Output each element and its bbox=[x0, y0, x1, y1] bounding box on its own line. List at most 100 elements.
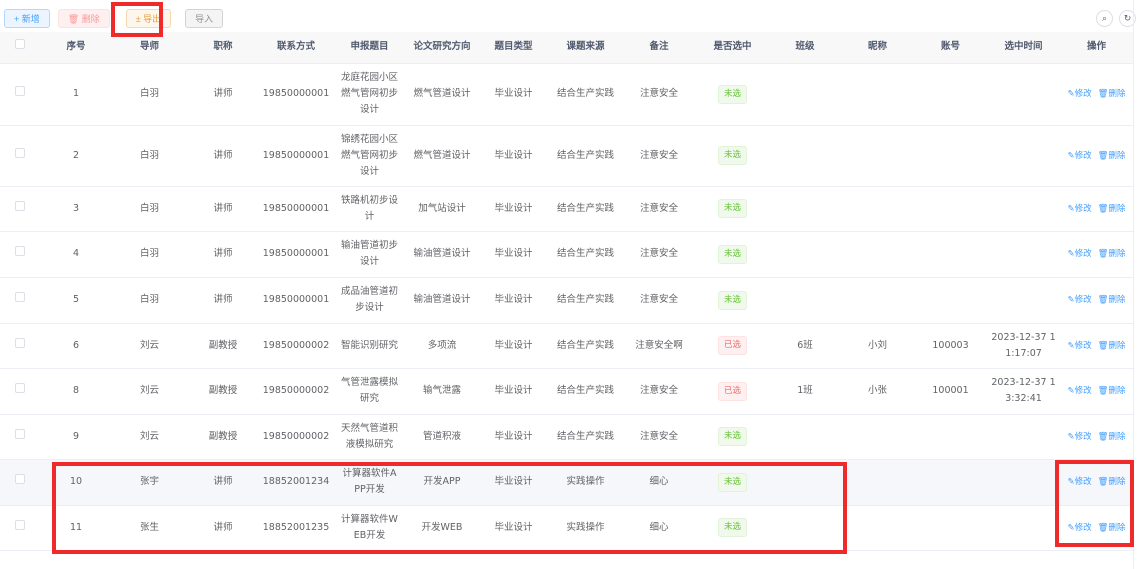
import-button[interactable]: 导入 bbox=[185, 9, 224, 28]
column-header: 论文研究方向 bbox=[406, 32, 478, 64]
status-badge: 未选 bbox=[717, 244, 747, 264]
delete-link[interactable]: 🗑删除 bbox=[1097, 340, 1126, 351]
cell: 18852001234 bbox=[259, 459, 333, 506]
cell bbox=[987, 125, 1060, 187]
cell: 刘云 bbox=[112, 368, 187, 415]
delete-button[interactable]: 🗑 删除 bbox=[57, 9, 110, 28]
table-row: 6 刘云 副教授 19850000002 智能识别研究 多项流 毕业设计 结合生产实践 注意安全… bbox=[0, 323, 1133, 369]
edit-link[interactable]: ✎修改 bbox=[1067, 386, 1092, 396]
row-checkbox[interactable] bbox=[0, 186, 40, 232]
refresh-icon[interactable]: ↻ bbox=[1119, 10, 1136, 27]
row-checkbox[interactable] bbox=[0, 231, 40, 278]
cell: 毕业设计 bbox=[478, 231, 549, 278]
status-badge: 未选 bbox=[717, 290, 747, 310]
column-header: 职称 bbox=[187, 32, 259, 64]
row-checkbox[interactable] bbox=[0, 505, 40, 551]
cell: 11 bbox=[40, 505, 112, 551]
cell: 9 bbox=[40, 414, 112, 460]
cell bbox=[841, 231, 914, 278]
cell: 白羽 bbox=[112, 231, 187, 278]
select-all-checkbox[interactable] bbox=[0, 32, 40, 64]
cell: 结合生产实践 bbox=[549, 63, 622, 126]
delete-link[interactable]: 🗑删除 bbox=[1097, 386, 1126, 396]
column-header: 昵称 bbox=[841, 32, 914, 64]
delete-link[interactable]: 🗑删除 bbox=[1097, 522, 1126, 533]
edit-link[interactable]: ✎修改 bbox=[1067, 203, 1092, 214]
column-header: 备注 bbox=[622, 32, 696, 64]
delete-link[interactable]: 🗑删除 bbox=[1097, 150, 1126, 161]
cell: 毕业设计 bbox=[478, 277, 549, 324]
column-header: 申报题目 bbox=[333, 32, 406, 64]
cell: 天然气管道积液模拟研究 bbox=[333, 414, 406, 460]
cell bbox=[987, 459, 1060, 506]
cell: 毕业设计 bbox=[478, 323, 549, 369]
cell: 加气站设计 bbox=[406, 186, 478, 232]
delete-link[interactable]: 🗑删除 bbox=[1097, 89, 1126, 99]
cell: 1班 bbox=[769, 368, 841, 415]
cell bbox=[914, 459, 987, 506]
data-table: 序号 导师 职称 联系方式 申报题目 论文研究方向 题目类型 课题来源 备注 是否选中 班级 昵称 账号… bbox=[0, 32, 1133, 551]
add-button[interactable]: + 新增 bbox=[4, 9, 50, 28]
cell: 白羽 bbox=[112, 277, 187, 324]
delete-link[interactable]: 🗑删除 bbox=[1097, 249, 1126, 259]
edit-link[interactable]: ✎修改 bbox=[1067, 295, 1092, 305]
edit-link[interactable]: ✎修改 bbox=[1067, 431, 1092, 442]
cell: 100001 bbox=[914, 368, 987, 415]
export-button[interactable]: ± 导出 bbox=[125, 9, 172, 28]
delete-link[interactable]: 🗑删除 bbox=[1097, 431, 1126, 442]
column-header: 班级 bbox=[769, 32, 841, 64]
row-checkbox[interactable] bbox=[0, 459, 40, 506]
search-icon[interactable]: ⌕ bbox=[1096, 10, 1113, 27]
cell: 毕业设计 bbox=[478, 459, 549, 506]
edit-link[interactable]: ✎修改 bbox=[1067, 340, 1092, 351]
table-row: 10 张宇 讲师 18852001234 计算器软件APP开发 开发APP 毕业设计 实践操作… bbox=[0, 459, 1133, 506]
row-checkbox[interactable] bbox=[0, 125, 40, 187]
cell: 结合生产实践 bbox=[549, 414, 622, 460]
cell: 副教授 bbox=[187, 414, 259, 460]
edit-link[interactable]: ✎修改 bbox=[1067, 89, 1092, 99]
table-right-border bbox=[1133, 0, 1134, 569]
cell: 注意安全 bbox=[622, 125, 696, 187]
row-checkbox[interactable] bbox=[0, 323, 40, 369]
status-badge: 未选 bbox=[717, 427, 747, 446]
column-header: 导师 bbox=[112, 32, 187, 64]
cell: 讲师 bbox=[187, 231, 259, 278]
cell: 张宇 bbox=[112, 459, 187, 506]
row-checkbox[interactable] bbox=[0, 63, 40, 126]
edit-link[interactable]: ✎修改 bbox=[1067, 150, 1092, 161]
cell: 白羽 bbox=[112, 63, 187, 126]
cell: 6班 bbox=[769, 323, 841, 369]
cell: 注意安全 bbox=[622, 63, 696, 126]
edit-link[interactable]: ✎修改 bbox=[1067, 477, 1092, 487]
cell: 1 bbox=[40, 63, 112, 126]
edit-link[interactable]: ✎修改 bbox=[1067, 249, 1092, 259]
cell bbox=[769, 63, 841, 126]
cell: 毕业设计 bbox=[478, 63, 549, 126]
delete-link[interactable]: 🗑删除 bbox=[1097, 203, 1126, 214]
cell: 讲师 bbox=[187, 459, 259, 506]
cell: 讲师 bbox=[187, 505, 259, 551]
row-checkbox[interactable] bbox=[0, 414, 40, 460]
cell: 计算器软件WEB开发 bbox=[333, 505, 406, 551]
cell: 讲师 bbox=[187, 63, 259, 126]
delete-link[interactable]: 🗑删除 bbox=[1097, 477, 1126, 487]
edit-link[interactable]: ✎修改 bbox=[1067, 522, 1092, 533]
cell: 注意安全 bbox=[622, 368, 696, 415]
cell: 气管泄露模拟研究 bbox=[333, 368, 406, 415]
cell: 毕业设计 bbox=[478, 125, 549, 187]
column-header: 操作 bbox=[1060, 32, 1133, 64]
cell: 讲师 bbox=[187, 186, 259, 232]
cell: 龙庭花园小区燃气管网初步设计 bbox=[333, 63, 406, 126]
row-checkbox[interactable] bbox=[0, 277, 40, 324]
cell bbox=[841, 459, 914, 506]
cell: 19850000001 bbox=[259, 186, 333, 232]
cell: 智能识别研究 bbox=[333, 323, 406, 369]
delete-link[interactable]: 🗑删除 bbox=[1097, 295, 1126, 305]
cell bbox=[769, 277, 841, 324]
table-row: 11 张生 讲师 18852001235 计算器软件WEB开发 开发WEB 毕业设计 实践操作… bbox=[0, 505, 1133, 551]
cell: 8 bbox=[40, 368, 112, 415]
cell bbox=[914, 277, 987, 324]
row-checkbox[interactable] bbox=[0, 368, 40, 415]
cell bbox=[914, 125, 987, 187]
column-header: 账号 bbox=[914, 32, 987, 64]
